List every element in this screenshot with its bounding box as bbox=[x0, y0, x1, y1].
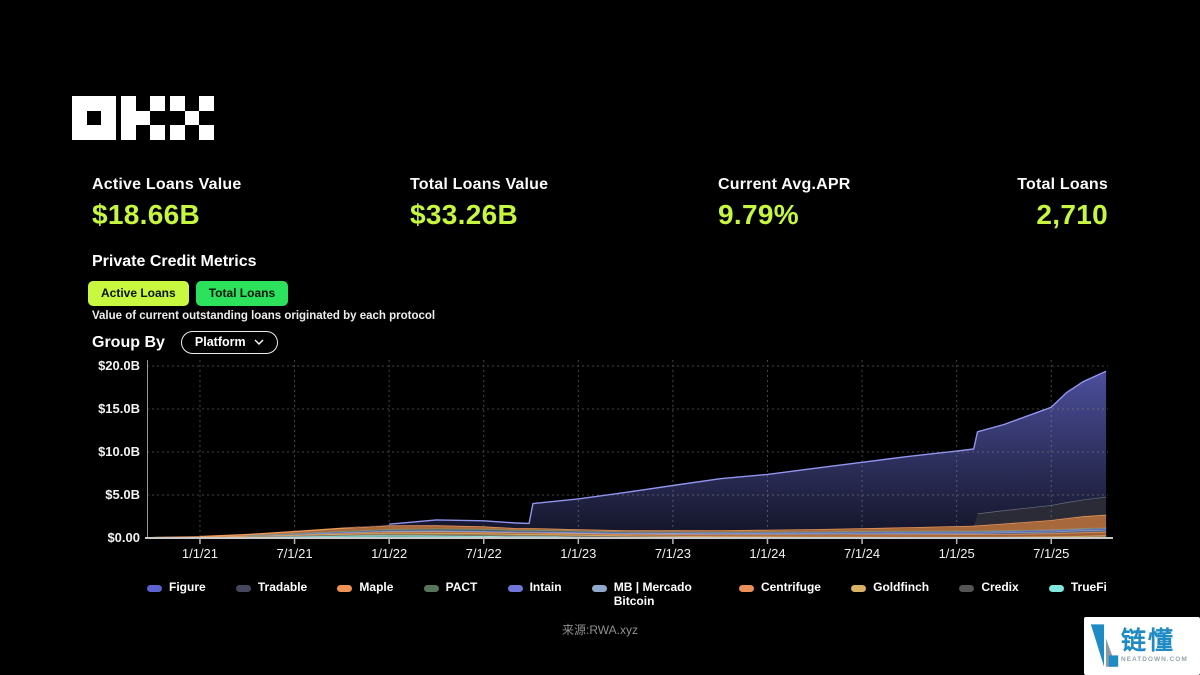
metric-toggle-group: Active Loans Total Loans bbox=[88, 281, 289, 306]
legend-swatch-icon bbox=[738, 585, 754, 592]
legend-label: MB | Mercado Bitcoin bbox=[613, 580, 692, 608]
legend-swatch-icon bbox=[507, 585, 523, 592]
stat-value: 2,710 bbox=[1036, 199, 1108, 230]
source-note: 来源:RWA.xyz bbox=[561, 623, 638, 637]
stat-total-loans: Total Loans 2,710 bbox=[860, 176, 1108, 231]
x-tick-label: 1/1/25 bbox=[938, 546, 975, 561]
legend-swatch-icon bbox=[591, 585, 607, 592]
legend-label: Tradable bbox=[257, 580, 308, 594]
active-loans-button[interactable]: Active Loans bbox=[88, 281, 189, 306]
x-tick-label: 7/1/24 bbox=[843, 546, 881, 561]
group-by-row: Group By Platform bbox=[92, 331, 278, 354]
legend-label: Goldfinch bbox=[873, 580, 930, 594]
legend-item-pact[interactable]: PACT bbox=[423, 580, 478, 595]
stat-label: Current Avg.APR bbox=[718, 176, 851, 193]
legend-swatch-icon bbox=[337, 585, 353, 592]
legend-label: Centrifuge bbox=[760, 580, 821, 594]
stat-label: Total Loans bbox=[1017, 176, 1108, 193]
legend-item-intain[interactable]: Intain bbox=[507, 580, 562, 595]
x-tick-label: 7/1/25 bbox=[1033, 546, 1070, 561]
neatdown-watermark: 链懂 NEATDOWN.COM bbox=[1084, 617, 1200, 675]
legend-swatch-icon bbox=[147, 585, 162, 592]
legend-label: PACT bbox=[445, 580, 478, 594]
group-by-label: Group By bbox=[92, 333, 165, 351]
stat-active-loans-value: Active Loans Value $18.66B bbox=[92, 176, 241, 231]
legend-item-maple[interactable]: Maple bbox=[337, 580, 394, 595]
legend-label: Credix bbox=[981, 580, 1019, 594]
legend-label: Figure bbox=[169, 580, 206, 594]
legend-label: TrueFi bbox=[1070, 580, 1107, 594]
legend-item-figure[interactable]: Figure bbox=[147, 580, 206, 595]
stat-value: 9.79% bbox=[718, 199, 799, 230]
x-tick-label: 7/1/22 bbox=[465, 546, 502, 561]
y-tick-label: $10.0B bbox=[98, 444, 140, 459]
stat-total-loans-value: Total Loans Value $33.26B bbox=[410, 176, 548, 231]
legend-label: Intain bbox=[529, 580, 562, 594]
platform-dropdown-value: Platform bbox=[194, 335, 246, 349]
x-tick-label: 1/1/21 bbox=[181, 546, 219, 561]
stacked-area-chart[interactable] bbox=[145, 360, 1117, 555]
legend-item-credix[interactable]: Credix bbox=[959, 580, 1019, 595]
y-tick-label: $5.0B bbox=[105, 487, 140, 502]
y-tick-label: $20.0B bbox=[98, 358, 140, 374]
platform-dropdown[interactable]: Platform bbox=[180, 331, 278, 354]
okx-logo bbox=[72, 96, 214, 140]
legend-swatch-icon bbox=[423, 585, 439, 592]
okx-letter-o bbox=[72, 96, 116, 140]
stat-label: Active Loans Value bbox=[92, 176, 242, 193]
legend-item-goldfinch[interactable]: Goldfinch bbox=[851, 580, 930, 595]
neatdown-logo-icon bbox=[1090, 624, 1119, 667]
x-tick-label: 1/1/22 bbox=[371, 546, 408, 561]
stat-label: Total Loans Value bbox=[410, 176, 549, 193]
x-tick-label: 1/1/24 bbox=[749, 546, 786, 561]
chart-legend: Figure Tradable Maple PACT Intain MB | Mercad… bbox=[147, 580, 1107, 609]
stat-current-avg-apr: Current Avg.APR 9.79% bbox=[718, 176, 851, 231]
okx-letter-x bbox=[170, 96, 214, 140]
stat-value: $33.26B bbox=[410, 199, 518, 230]
chart-description: Value of current outstanding loans origi… bbox=[92, 310, 436, 322]
section-title: Private Credit Metrics bbox=[92, 253, 257, 270]
legend-item-truefi[interactable]: TrueFi bbox=[1048, 580, 1107, 595]
watermark-cn-text: 链懂 bbox=[1121, 627, 1176, 655]
legend-label: Maple bbox=[359, 580, 394, 594]
legend-item-tradable[interactable]: Tradable bbox=[235, 580, 308, 595]
watermark-site-text: NEATDOWN.COM bbox=[1121, 656, 1188, 663]
x-tick-label: 7/1/23 bbox=[654, 546, 691, 561]
legend-swatch-icon bbox=[959, 585, 975, 592]
chevron-down-icon bbox=[254, 339, 264, 345]
legend-swatch-icon bbox=[851, 585, 867, 592]
legend-item-mb-mercado-bitcoin[interactable]: MB | Mercado Bitcoin bbox=[591, 580, 709, 609]
chart-plot-area[interactable] bbox=[145, 360, 1117, 555]
y-tick-label: $15.0B bbox=[98, 401, 140, 416]
stat-value: $18.66B bbox=[92, 199, 200, 230]
legend-swatch-icon bbox=[1048, 585, 1064, 592]
legend-item-centrifuge[interactable]: Centrifuge bbox=[738, 580, 821, 595]
legend-swatch-icon bbox=[235, 585, 251, 592]
x-tick-label: 7/1/21 bbox=[276, 546, 313, 561]
total-loans-button[interactable]: Total Loans bbox=[195, 281, 289, 306]
y-tick-label: $0.00 bbox=[107, 530, 140, 545]
okx-letter-k bbox=[121, 96, 165, 140]
x-tick-label: 1/1/23 bbox=[560, 546, 597, 561]
